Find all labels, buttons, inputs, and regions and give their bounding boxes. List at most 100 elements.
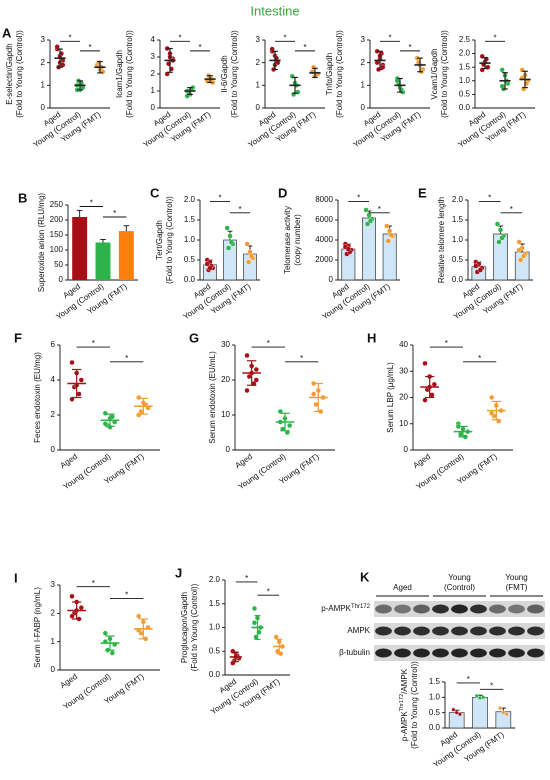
- significance-label: *: [88, 43, 91, 52]
- blot-group-label: (Control): [444, 583, 475, 592]
- y-axis-label: (Fold to Young (Control)): [335, 30, 344, 118]
- y-tick-label: 0: [361, 103, 366, 112]
- data-point: [78, 605, 84, 611]
- y-tick-label: 250: [50, 200, 64, 209]
- blot-band: [413, 604, 430, 614]
- y-tick-label: 1.0: [209, 623, 221, 632]
- significance-label: *: [178, 33, 181, 42]
- blot-row-label: AMPK: [347, 626, 370, 635]
- data-point: [422, 397, 428, 403]
- data-point: [499, 235, 505, 241]
- y-axis-label: Telomerase activity: [283, 206, 292, 274]
- significance-label: *: [267, 339, 270, 348]
- y-axis-label: Superoxide anion (RLU/mg): [37, 193, 46, 292]
- data-point: [313, 401, 319, 408]
- y-axis-label-part: Tert/Gapdh: [155, 220, 164, 260]
- data-point: [311, 391, 317, 397]
- blot-band: [489, 604, 506, 614]
- y-axis-label-part: (Fold to Young (Control)): [440, 30, 449, 118]
- y-tick-label: 40: [399, 340, 408, 349]
- y-axis-label-part: /AMPK: [400, 668, 409, 694]
- y-tick-label: 3: [51, 580, 56, 589]
- data-point: [253, 366, 259, 373]
- y-tick-label: 2.0: [459, 49, 471, 58]
- y-axis-label-part: (copy number): [293, 214, 302, 266]
- y-axis-label-part: Serum LBP (μg/mL): [386, 362, 395, 433]
- significance-label: *: [267, 587, 270, 596]
- y-tick-label: 0.0: [184, 275, 196, 284]
- y-axis-label-part: Thr172: [399, 694, 405, 711]
- blot-row-label: p-AMPKThr172: [321, 604, 370, 614]
- y-tick-label: 0: [59, 275, 64, 284]
- data-point: [204, 261, 210, 267]
- y-axis-label: Feces endotoxin (EU/mg): [33, 352, 42, 443]
- y-tick-label: 6000: [315, 215, 333, 224]
- y-tick-label: 30: [221, 340, 230, 349]
- y-tick-label: 1.0: [184, 235, 196, 244]
- y-tick-label: 100: [50, 245, 64, 254]
- significance-label: *: [490, 681, 493, 690]
- panel-letter: J: [175, 565, 182, 580]
- significance-label: *: [92, 339, 95, 348]
- y-tick-label: 150: [50, 230, 64, 239]
- significance-label: *: [510, 205, 513, 214]
- blot-row-label-part: Thr172: [351, 604, 371, 610]
- data-point: [431, 381, 437, 387]
- data-point: [429, 392, 435, 398]
- figure-title: Intestine: [250, 3, 299, 18]
- y-axis-label-part: (Fold to Young (Control)): [230, 30, 239, 118]
- data-point: [451, 707, 456, 712]
- y-axis-label: p-AMPKThr172/AMPK: [399, 668, 409, 741]
- y-tick-label: 0: [41, 103, 46, 112]
- blot-band: [527, 626, 544, 636]
- data-point: [287, 422, 293, 429]
- y-tick-label: 3: [151, 52, 156, 61]
- y-tick-label: 2000: [315, 255, 333, 264]
- y-axis-label: E-selectin/Gapdh: [5, 43, 14, 104]
- y-axis-label-part: E-selectin/Gapdh: [5, 43, 14, 104]
- y-axis-label: Serum endotoxin (EU/mL): [208, 351, 217, 444]
- y-axis-label-part: Serum endotoxin (EU/mL): [208, 351, 217, 444]
- panel-letter: A: [2, 25, 12, 40]
- data-point: [244, 241, 250, 247]
- data-point: [345, 246, 351, 252]
- y-tick-label: 10: [399, 419, 408, 428]
- data-point: [366, 212, 372, 218]
- significance-label: *: [113, 209, 116, 218]
- data-point: [478, 695, 482, 700]
- y-axis-label-part: Il-6/Gapdh: [220, 55, 229, 92]
- y-tick-label: 1: [151, 86, 156, 95]
- y-tick-label: 0: [256, 103, 261, 112]
- data-point: [109, 414, 115, 420]
- y-tick-label: 1.5: [184, 215, 196, 224]
- y-tick-label: 4: [51, 375, 56, 384]
- y-axis-label-part: p-AMPK: [400, 711, 409, 741]
- significance-label: *: [467, 675, 470, 684]
- significance-label: *: [218, 194, 221, 203]
- y-axis-label: (Fold to Young (Control)): [190, 583, 199, 671]
- significance-label: *: [445, 339, 448, 348]
- y-tick-label: 6: [51, 340, 56, 349]
- data-point: [102, 421, 108, 427]
- blot-band: [375, 626, 392, 636]
- blot-band: [470, 648, 487, 658]
- panel-letter: K: [360, 569, 370, 584]
- y-axis-label-part: (Fold to Young (Control)): [125, 30, 134, 118]
- y-tick-label: 2: [51, 410, 56, 419]
- data-point: [228, 239, 234, 245]
- data-point: [501, 710, 506, 715]
- y-tick-label: 0.5: [452, 255, 464, 264]
- y-tick-label: 10: [221, 410, 230, 419]
- data-point: [385, 238, 391, 244]
- panel-letter: C: [150, 185, 160, 200]
- blot-row-label: β-tubulin: [339, 648, 370, 657]
- data-point: [248, 253, 254, 259]
- blot-band: [508, 604, 525, 614]
- y-tick-label: 0: [404, 445, 409, 454]
- y-tick-label: 2.5: [459, 35, 471, 44]
- data-point: [481, 695, 486, 700]
- y-tick-label: 1.0: [429, 692, 441, 701]
- y-axis-label-part: (Fold to Young (Control)): [15, 30, 24, 118]
- significance-label: *: [388, 33, 391, 42]
- y-tick-label: 20: [399, 393, 408, 402]
